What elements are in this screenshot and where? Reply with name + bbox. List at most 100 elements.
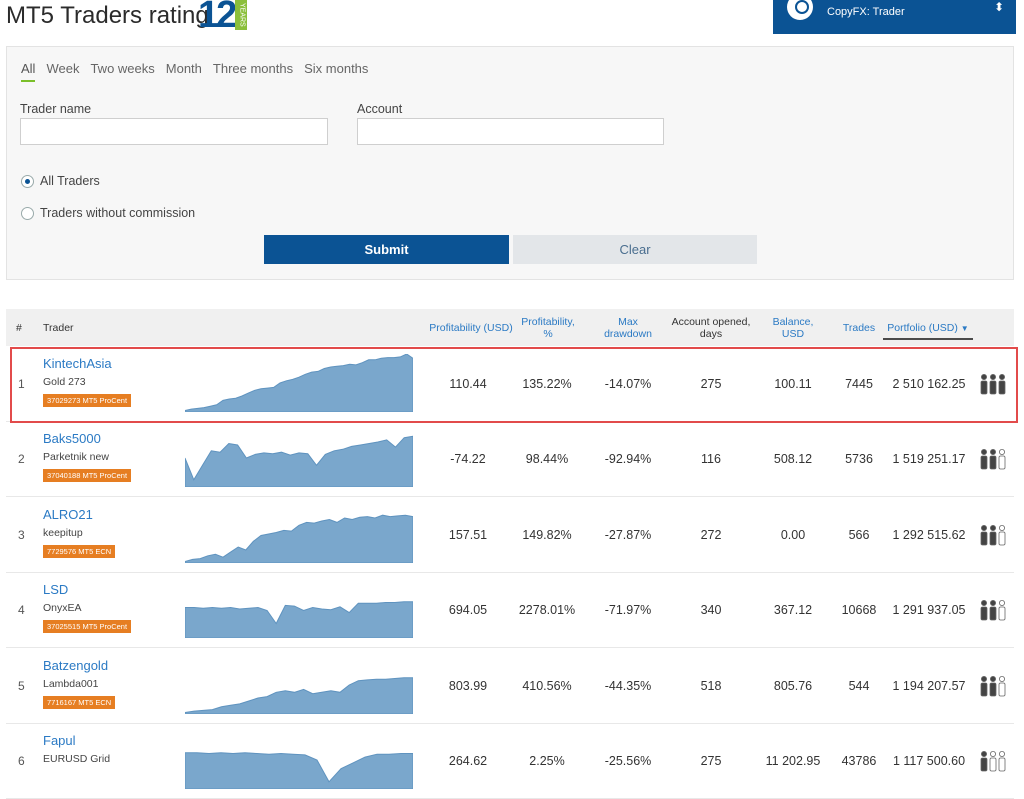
cell-balance: 508.12 [773, 452, 813, 466]
portfolio-investors-icon[interactable] [980, 750, 1006, 772]
cell-opened: 275 [700, 377, 722, 391]
cell-portfolio: 1 194 207.57 [892, 679, 966, 693]
strategy-name: Lambda001 [43, 678, 99, 690]
cell-max-dd: -44.35% [604, 679, 652, 693]
col-profit-pct[interactable]: Profitability, % [508, 316, 588, 340]
strategy-name: Parketnik new [43, 451, 109, 463]
portfolio-investors-icon[interactable] [980, 599, 1006, 621]
trader-name-link[interactable]: Fapul [43, 733, 76, 748]
cell-balance: 0.00 [780, 528, 806, 542]
row-rank: 2 [18, 452, 25, 466]
cell-opened: 116 [701, 452, 721, 466]
strategy-name: Gold 273 [43, 376, 86, 388]
portfolio-investors-icon[interactable] [980, 675, 1006, 697]
col-rank: # [16, 322, 22, 334]
cell-profit-usd: 264.62 [448, 754, 488, 768]
sparkline-area [185, 677, 413, 714]
portfolio-investors-icon[interactable] [980, 448, 1006, 470]
equity-sparkline [185, 435, 413, 487]
tab-three-months[interactable]: Three months [212, 61, 294, 76]
cell-profit-usd: 110.44 [449, 377, 487, 391]
cell-profit-pct: 135.22% [522, 377, 572, 391]
trader-name-link[interactable]: KintechAsia [43, 356, 112, 371]
col-profit-pct-line2: % [543, 328, 553, 340]
account-input[interactable] [357, 118, 664, 145]
row-rank: 4 [18, 603, 25, 617]
col-balance[interactable]: Balance, USD [758, 316, 828, 340]
portfolio-investors-icon[interactable] [980, 373, 1006, 395]
sparkline-area [185, 354, 413, 412]
cell-profit-pct: 2278.01% [518, 603, 576, 617]
cell-portfolio: 1 117 500.60 [892, 754, 966, 768]
cell-opened: 518 [700, 679, 722, 693]
tab-six-months[interactable]: Six months [304, 61, 369, 76]
table-row[interactable]: 1 KintechAsia Gold 273 37029273 MT5 ProCent… [6, 347, 1014, 422]
cell-balance: 367.12 [773, 603, 813, 617]
cell-trades: 5736 [845, 452, 873, 466]
col-portfolio[interactable]: Portfolio (USD) ▼ [883, 322, 973, 340]
radio-no-commission-label: Traders without commission [40, 206, 196, 220]
col-max-drawdown[interactable]: Max drawdown [589, 316, 667, 340]
cell-profit-pct: 149.82% [522, 528, 572, 542]
radio-all-traders[interactable]: All Traders [21, 174, 100, 188]
cell-trades: 544 [848, 679, 870, 693]
tab-month[interactable]: Month [165, 61, 202, 76]
table-row[interactable]: 6 Fapul EURUSD Grid 264.62 2.25% -25.56% 275 11… [6, 724, 1014, 799]
col-trades[interactable]: Trades [842, 322, 876, 334]
cell-max-dd: -71.97% [604, 603, 652, 617]
equity-sparkline [185, 354, 413, 412]
tab-two-weeks[interactable]: Two weeks [90, 61, 155, 76]
submit-button[interactable]: Submit [264, 235, 509, 264]
row-rank: 6 [18, 754, 25, 768]
tab-week[interactable]: Week [46, 61, 80, 76]
account-field-label: Account [357, 102, 403, 116]
equity-sparkline [185, 514, 413, 563]
sparkline-area [185, 601, 413, 638]
cell-portfolio: 1 519 251.17 [892, 452, 966, 466]
cell-opened: 275 [700, 754, 722, 768]
table-header: # Trader Profitability (USD) Profitabili… [6, 309, 1014, 346]
radio-all-traders-label: All Traders [40, 174, 100, 188]
cell-profit-usd: 694.05 [448, 603, 488, 617]
account-avatar-icon [787, 0, 813, 20]
cell-trades: 43786 [841, 754, 877, 768]
sparkline-area [185, 435, 413, 487]
cell-balance: 11 202.95 [765, 754, 821, 768]
trader-name-link[interactable]: LSD [43, 582, 69, 597]
years-logo: 12 YEARS [198, 0, 248, 34]
cell-portfolio: 1 291 937.05 [892, 603, 966, 617]
col-max-dd-line2: drawdown [604, 328, 652, 340]
trader-name-link[interactable]: Batzengold [43, 658, 109, 673]
years-tag: YEARS [235, 0, 248, 30]
account-switcher[interactable]: CopyFX: Trader ⬍ [773, 0, 1016, 34]
cell-opened: 272 [700, 528, 722, 542]
radio-unchecked-icon[interactable] [21, 206, 34, 220]
sparkline-area [185, 752, 413, 789]
col-balance-line2: USD [781, 328, 805, 340]
trader-name-link[interactable]: Baks5000 [43, 431, 101, 446]
col-profit-usd[interactable]: Profitability (USD) [429, 322, 513, 334]
radio-no-commission[interactable]: Traders without commission [21, 206, 195, 220]
period-tabs: All Week Two weeks Month Three months Si… [21, 61, 379, 82]
trader-name-input[interactable] [20, 118, 328, 145]
equity-sparkline [185, 601, 413, 638]
cell-profit-pct: 98.44% [525, 452, 569, 466]
table-row[interactable]: 2 Baks5000 Parketnik new 37040188 MT5 ProCe… [6, 422, 1014, 497]
cell-trades: 10668 [841, 603, 877, 617]
table-row[interactable]: 5 Batzengold Lambda001 7716167 MT5 ECN 803.9… [6, 649, 1014, 724]
tab-all[interactable]: All [21, 61, 36, 82]
account-caret-icon[interactable]: ⬍ [993, 0, 1004, 14]
cell-profit-pct: 2.25% [529, 754, 565, 768]
table-row[interactable]: 4 LSD OnyxEA 37025515 MT5 ProCent 694.05 2278… [6, 573, 1014, 648]
table-row[interactable]: 3 ALRO21 keepitup 7729576 MT5 ECN 157.51 149.… [6, 498, 1014, 573]
trader-name-link[interactable]: ALRO21 [43, 507, 93, 522]
radio-checked-icon[interactable] [21, 174, 34, 188]
portfolio-investors-icon[interactable] [980, 524, 1006, 546]
col-trader: Trader [43, 322, 74, 334]
cell-trades: 566 [848, 528, 870, 542]
cell-trades: 7445 [845, 377, 873, 391]
cell-max-dd: -92.94% [604, 452, 652, 466]
col-opened-line2: days [699, 328, 723, 340]
clear-button[interactable]: Clear [513, 235, 757, 264]
cell-balance: 100.11 [774, 377, 812, 391]
